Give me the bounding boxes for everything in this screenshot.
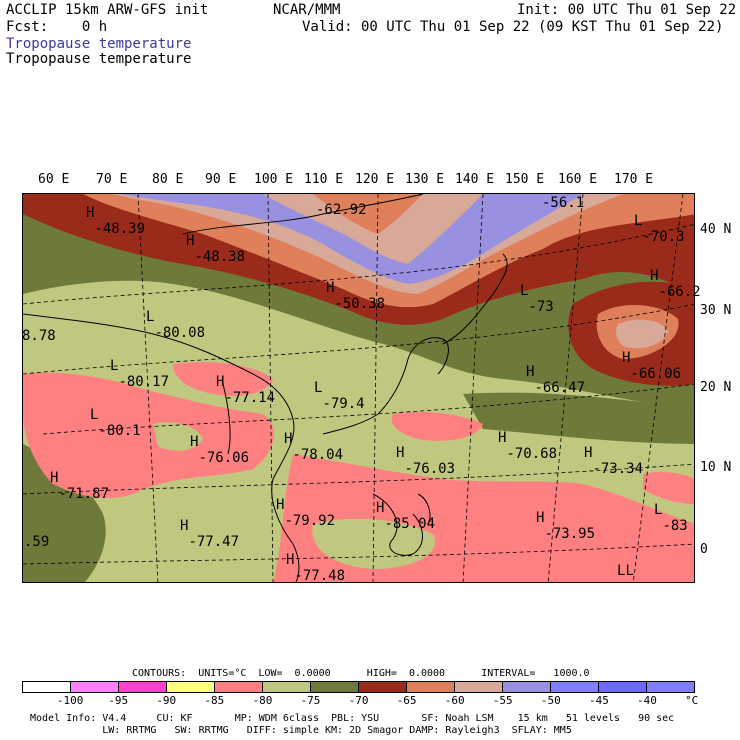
legend-swatch [599,682,647,692]
legend-tick-label: -40 [637,694,657,707]
header-model: ACCLIP 15km ARW-GFS init [6,2,209,18]
pressure-center-label: H -66.06 [622,350,682,382]
legend-tick-label: -65 [396,694,417,707]
pressure-center-label: H -76.03 [396,445,456,477]
map-fill [23,194,694,582]
lat-label: 10 N [700,460,732,475]
legend-tick-label: -55 [492,694,513,707]
legend-swatch [311,682,359,692]
legend-swatch [23,682,71,692]
legend-tick-label: -80 [252,694,273,707]
pressure-center-label: -62.92 [316,202,367,218]
legend-swatch [647,682,694,692]
lon-label: 110 E [304,172,344,187]
lon-label: 80 E [152,172,184,187]
lat-label: 30 N [700,303,732,318]
lon-label: 130 E [405,172,445,187]
lat-label: 20 N [700,380,732,395]
header-fcst: Fcst: 0 h [6,19,108,35]
legend-tick-label: -75 [300,694,321,707]
pressure-center-label: .59 [24,534,50,550]
pressure-center-label: H -73.95 [536,510,596,542]
contours-info: CONTOURS: UNITS=°C LOW= 0.0000 HIGH= 0.0… [132,668,590,679]
model-info: Model Info: V4.4 CU: KF MP: WDM 6class P… [30,713,675,724]
lon-label: 120 E [355,172,395,187]
pressure-center-label: L -73 [520,283,554,315]
pressure-center-label: L -80.17 [110,358,170,390]
legend-swatch [71,682,119,692]
legend-swatch [503,682,551,692]
pressure-center-label: H -66.2 [650,268,701,300]
legend-swatch [167,682,215,692]
header-init: Init: 00 UTC Thu 01 Sep 22 [517,2,737,18]
pressure-center-label: H -66.47 [526,364,586,396]
pressure-center-label: L -70.3 [634,213,685,245]
legend-tick-label: -50 [540,694,561,707]
pressure-center-label: H -77.47 [180,518,240,550]
legend-swatch [263,682,311,692]
lat-label: 0 [700,542,708,557]
pressure-center-label: -56.1 [542,195,585,211]
legend-tick-label: -60 [444,694,465,707]
pressure-center-label: H -48.38 [186,233,246,265]
pressure-center-label: L -80.08 [146,309,206,341]
lon-label: 150 E [505,172,545,187]
pressure-center-label: H -70.68 [498,430,558,462]
pressure-center-label: L -80.1 [90,407,141,439]
legend-swatch [407,682,455,692]
physics-info: LW: RRTMG SW: RRTMG DIFF: simple KM: 2D … [30,725,572,736]
pressure-center-label: H -85.04 [376,500,436,532]
pressure-center-label: H -73.34 [584,445,644,477]
field-title-1: Tropopause temperature [6,36,192,52]
pressure-center-label: L -83 [654,502,688,534]
lon-label: 60 E [38,172,70,187]
legend-tick-label: -70 [348,694,369,707]
pressure-center-label: L -79.4 [314,380,365,412]
lon-label: 70 E [96,172,128,187]
pressure-center-label: 8.78 [22,328,56,344]
pressure-center-label: H -79.92 [276,497,336,529]
lon-label: 140 E [455,172,495,187]
legend-swatch [215,682,263,692]
tropopause-temperature-map [22,193,695,583]
lat-label: 40 N [700,222,732,237]
pressure-center-label: H -77.14 [216,374,276,406]
lon-label: 100 E [254,172,294,187]
lon-label: 170 E [614,172,654,187]
legend-tick-label: -100 [56,694,84,707]
pressure-center-label: H -77.48 [286,552,346,584]
header-org: NCAR/MMM [273,2,341,18]
pressure-center-label: H -76.06 [190,434,250,466]
legend-swatch [455,682,503,692]
pressure-center-label: H -78.04 [284,431,344,463]
pressure-center-label: H -71.87 [50,470,110,502]
lon-label: 90 E [205,172,237,187]
header-valid: Valid: 00 UTC Thu 01 Sep 22 (09 KST Thu … [302,19,724,35]
legend-swatch [551,682,599,692]
pressure-center-label: LL [617,563,634,579]
pressure-center-label: H -48.39 [86,205,146,237]
legend-tick-label: -45 [588,694,609,707]
legend-swatch [359,682,407,692]
legend-tick-label: °C [685,694,699,707]
color-legend [22,681,695,693]
lon-label: 160 E [558,172,598,187]
legend-swatch [119,682,167,692]
legend-tick-label: -95 [108,694,129,707]
field-title-2: Tropopause temperature [6,51,192,67]
legend-tick-label: -90 [156,694,177,707]
legend-tick-label: -85 [204,694,225,707]
pressure-center-label: H -50.38 [326,280,386,312]
